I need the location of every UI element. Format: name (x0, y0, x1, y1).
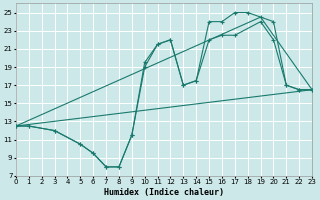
X-axis label: Humidex (Indice chaleur): Humidex (Indice chaleur) (104, 188, 224, 197)
